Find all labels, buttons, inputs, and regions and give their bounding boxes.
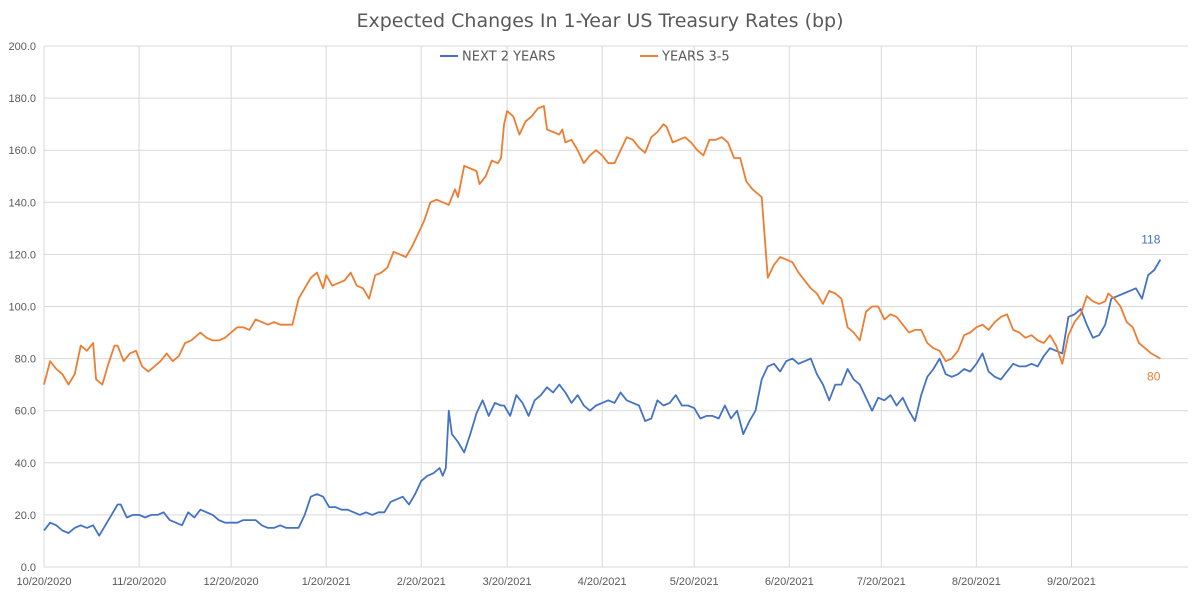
legend-label: YEARS 3-5 (661, 50, 730, 65)
y-tick-label: 140.0 (8, 197, 36, 209)
y-tick-label: 60.0 (15, 406, 36, 418)
x-tick-label: 10/20/2020 (16, 576, 71, 588)
series-end-label: 118 (1141, 233, 1160, 247)
x-tick-label: 5/20/2021 (670, 576, 719, 588)
y-tick-label: 100.0 (8, 302, 36, 314)
y-tick-label: 80.0 (15, 354, 36, 366)
y-tick-label: 200.0 (8, 41, 36, 53)
x-tick-label: 11/20/2020 (112, 576, 166, 588)
y-tick-label: 40.0 (15, 458, 36, 470)
x-tick-label: 9/20/2021 (1047, 576, 1096, 588)
x-tick-label: 2/20/2021 (397, 576, 446, 588)
series-end-label: 80 (1147, 370, 1161, 384)
series-line-years-3-5 (43, 105, 1161, 386)
y-tick-label: 120.0 (8, 249, 36, 261)
legend: NEXT 2 YEARS YEARS 3-5 (440, 50, 730, 65)
y-tick-label: 20.0 (15, 510, 36, 522)
y-axis-ticks: 0.0 20.0 40.0 60.0 80.0 100.0 120.0 140.0 160.0 1… (8, 41, 36, 574)
x-tick-label: 1/20/2021 (302, 576, 351, 588)
y-tick-label: 180.0 (8, 93, 36, 105)
y-tick-label: 0.0 (21, 562, 36, 574)
x-tick-label: 7/20/2021 (857, 576, 906, 588)
x-tick-label: 4/20/2021 (578, 576, 627, 588)
series-line-next-2-years (43, 259, 1162, 537)
y-tick-label: 160.0 (8, 145, 36, 157)
x-tick-label: 12/20/2020 (204, 576, 259, 588)
chart-title: Expected Changes In 1-Year US Treasury R… (356, 10, 843, 32)
x-tick-label: 8/20/2021 (952, 576, 1001, 588)
x-tick-label: 6/20/2021 (765, 576, 814, 588)
gridlines (43, 45, 1188, 568)
x-tick-label: 3/20/2021 (483, 576, 532, 588)
series-layer: 118 80 (43, 105, 1162, 537)
legend-label: NEXT 2 YEARS (462, 50, 555, 65)
x-axis-ticks: 10/20/2020 11/20/2020 12/20/2020 1/20/2021 2… (16, 576, 1095, 588)
